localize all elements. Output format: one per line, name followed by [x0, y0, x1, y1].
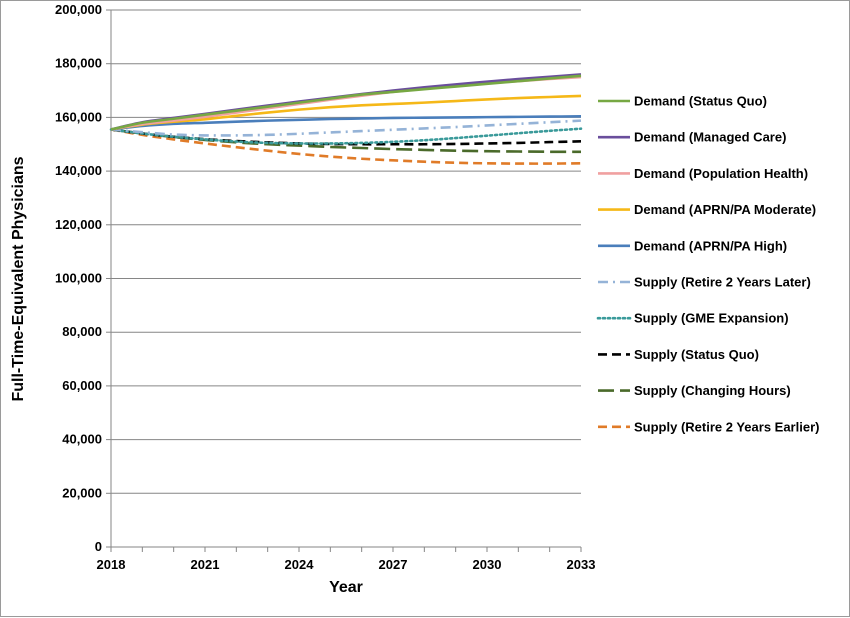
x-tick-label: 2027 — [379, 557, 408, 572]
series-lines — [109, 73, 583, 165]
legend-label-8: Supply (Status Quo) — [634, 347, 759, 362]
y-tick-label: 120,000 — [55, 217, 102, 232]
y-tick-label: 100,000 — [55, 271, 102, 286]
y-tick-label: 160,000 — [55, 109, 102, 124]
series-line-7 — [109, 127, 583, 145]
x-tick-label: 2021 — [191, 557, 220, 572]
y-tick-label: 180,000 — [55, 56, 102, 71]
x-tick-label: 2033 — [567, 557, 596, 572]
legend-label-6: Supply (Retire 2 Years Later) — [634, 275, 811, 290]
x-tick-labels: 2018 2021 2024 2027 2030 2033 — [97, 557, 596, 572]
series-line-10 — [110, 128, 582, 165]
legend-label-3: Demand (Population Health) — [634, 166, 808, 181]
legend-label-10: Supply (Retire 2 Years Earlier) — [634, 419, 819, 434]
axes — [106, 9, 582, 552]
legend-label-4: Demand (APRN/PA Moderate) — [634, 202, 816, 217]
series-line-1 — [110, 74, 582, 131]
legend-label-9: Supply (Changing Hours) — [634, 383, 791, 398]
legend-label-2: Demand (Managed Care) — [634, 130, 786, 145]
y-tick-label: 0 — [95, 539, 102, 554]
gridlines — [111, 9, 581, 494]
y-tick-label: 40,000 — [62, 432, 102, 447]
series-line-5 — [110, 115, 582, 131]
y-tick-label: 200,000 — [55, 2, 102, 17]
legend: Demand (Status Quo) Demand (Managed Care)… — [596, 94, 819, 434]
x-tick-label: 2024 — [285, 557, 315, 572]
x-tick-label: 2018 — [97, 557, 126, 572]
y-tick-label: 140,000 — [55, 163, 102, 178]
y-tick-label: 80,000 — [62, 324, 102, 339]
legend-label-5: Demand (APRN/PA High) — [634, 238, 787, 253]
y-tick-label: 60,000 — [62, 378, 102, 393]
y-axis-title: Full-Time-Equivalent Physicians — [10, 156, 27, 401]
series-line-4 — [110, 94, 582, 131]
x-tick-label: 2030 — [473, 557, 502, 572]
x-axis-title: Year — [329, 579, 363, 596]
y-tick-label: 20,000 — [62, 485, 102, 500]
series-line-6 — [110, 119, 582, 137]
y-tick-labels: 0 20,000 40,000 60,000 80,000 100,000 120,000 1… — [55, 2, 102, 554]
legend-label-7: Supply (GME Expansion) — [634, 311, 789, 326]
legend-label-1: Demand (Status Quo) — [634, 94, 767, 109]
